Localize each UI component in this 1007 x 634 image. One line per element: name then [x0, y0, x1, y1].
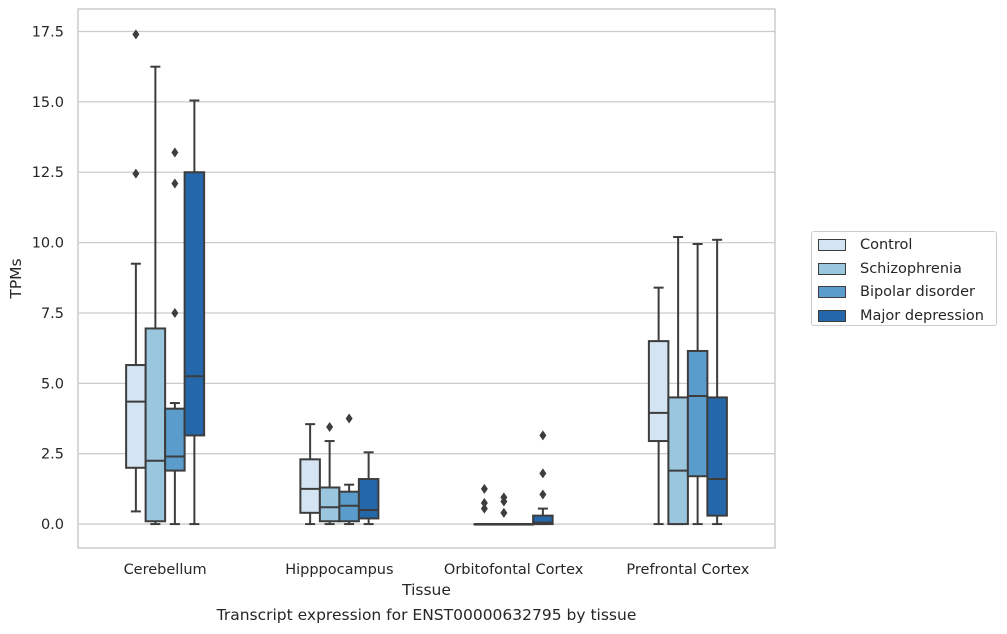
outlier-point	[171, 178, 179, 189]
box	[357, 478, 380, 520]
x-tick-label: Prefrontal Cortex	[626, 562, 749, 578]
outlier-point	[132, 168, 140, 179]
box	[125, 364, 147, 469]
x-axis-ticks: Cerebellum Hipppocampus Orbitofontal Corte…	[124, 562, 750, 578]
box-group	[473, 483, 496, 526]
box-group	[686, 243, 709, 526]
box	[164, 407, 186, 472]
y-tick-label: 2.5	[41, 447, 64, 463]
box-group	[512, 523, 535, 526]
legend-label: Bipolar disorder	[860, 284, 975, 300]
box	[318, 486, 341, 523]
outlier-point	[539, 430, 547, 441]
outlier-point	[539, 489, 547, 500]
outlier-point	[539, 468, 547, 479]
box-group	[357, 451, 380, 526]
outlier-point	[500, 492, 508, 503]
legend-swatch	[818, 262, 846, 275]
outlier-point	[132, 29, 140, 40]
y-tick-label: 15.0	[32, 95, 64, 111]
legend-swatch	[818, 239, 846, 251]
box-group	[493, 492, 515, 526]
box-group	[144, 65, 167, 526]
box	[686, 349, 709, 478]
y-tick-label: 0.0	[41, 517, 64, 533]
outlier-point	[480, 497, 488, 508]
x-tick-label: Cerebellum	[124, 562, 207, 578]
legend-label: Major depression	[860, 307, 984, 324]
outlier-point	[480, 503, 488, 514]
y-tick-label: 10.0	[32, 236, 64, 252]
y-axis-ticks: 0.0 2.5 5.0 7.5 10.0 12.5 15.0 17.5	[32, 25, 64, 534]
outlier-point	[171, 307, 179, 318]
outlier-point	[500, 507, 508, 518]
box-group	[667, 235, 689, 526]
plot-area-frame	[77, 8, 776, 549]
legend-label: Control	[860, 237, 913, 253]
box-group	[318, 421, 341, 526]
box-group	[299, 423, 321, 526]
outlier-point	[345, 413, 353, 424]
x-tick-label: Orbitofontal Cortex	[444, 562, 584, 578]
box-group	[338, 413, 360, 526]
y-tick-label: 17.5	[32, 25, 64, 41]
box-group	[532, 430, 554, 526]
legend-item: Control	[818, 235, 912, 255]
legend-item: Bipolar disorder	[818, 282, 975, 302]
legend-swatch	[818, 309, 846, 322]
legend-label: Schizophrenia	[860, 260, 962, 277]
legend-item: Major depression	[818, 306, 984, 326]
x-axis-label: Tissue	[401, 581, 451, 599]
x-tick-label: Hipppocampus	[285, 562, 393, 578]
box	[706, 396, 728, 517]
y-tick-label: 12.5	[32, 165, 64, 181]
legend: Control Schizophrenia Bipolar disorder Majo…	[811, 231, 997, 326]
box	[667, 396, 689, 526]
box	[144, 327, 167, 523]
outlier-point	[171, 147, 179, 158]
y-axis-label: TPMs	[7, 258, 25, 299]
box-group	[647, 286, 670, 526]
outlier-point	[480, 483, 488, 494]
legend-swatch	[818, 286, 846, 298]
boxes	[125, 29, 728, 526]
y-tick-label: 5.0	[41, 376, 64, 392]
box	[532, 514, 554, 526]
box	[183, 171, 206, 437]
box	[299, 458, 321, 514]
box-group	[125, 29, 147, 513]
y-tick-label: 7.5	[41, 306, 64, 322]
legend-item: Schizophrenia	[818, 259, 962, 279]
outlier-point	[326, 421, 334, 432]
box-group	[183, 99, 206, 526]
box-group	[164, 147, 186, 526]
box-group	[706, 238, 728, 526]
box	[647, 340, 670, 443]
chart-caption: Transcript expression for ENST0000063279…	[216, 606, 637, 624]
